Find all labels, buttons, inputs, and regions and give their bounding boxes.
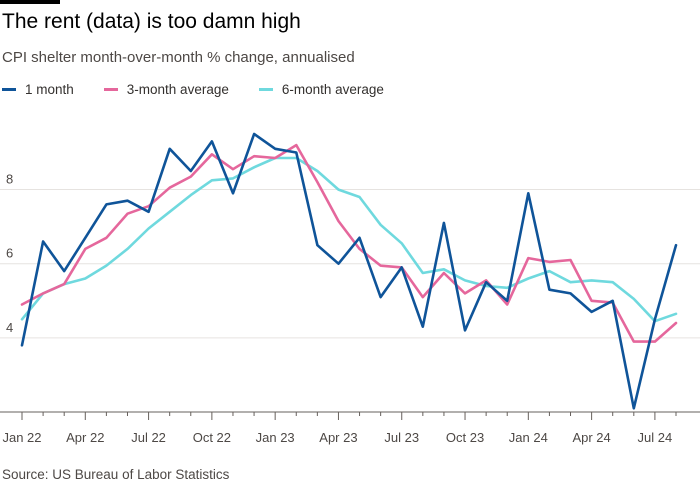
x-tick-label: Jan 24 bbox=[509, 430, 548, 445]
x-tick-label: Oct 23 bbox=[446, 430, 484, 445]
grid-lines bbox=[0, 190, 700, 338]
x-tick-label: Jan 22 bbox=[2, 430, 41, 445]
source-note: Source: US Bureau of Labor Statistics bbox=[2, 467, 229, 482]
x-tick-label: Apr 24 bbox=[572, 430, 610, 445]
series-line-6-month-average bbox=[22, 158, 676, 321]
series-line-3-month-average bbox=[22, 145, 676, 342]
x-tick-label: Jan 23 bbox=[256, 430, 295, 445]
x-tick-label: Apr 22 bbox=[66, 430, 104, 445]
series-line-1-month bbox=[22, 134, 676, 408]
x-axis bbox=[0, 412, 700, 420]
x-tick-label: Jul 22 bbox=[131, 430, 166, 445]
y-tick-label-4: 4 bbox=[6, 320, 13, 335]
y-tick-label-6: 6 bbox=[6, 246, 13, 261]
x-tick-label: Apr 23 bbox=[319, 430, 357, 445]
y-tick-label-8: 8 bbox=[6, 172, 13, 187]
x-tick-label: Jul 23 bbox=[384, 430, 419, 445]
x-tick-label: Jul 24 bbox=[638, 430, 673, 445]
x-tick-label: Oct 22 bbox=[193, 430, 231, 445]
series-lines bbox=[22, 134, 676, 408]
axis-labels: 4 6 8 Jan 22 Apr 22 Jul 22 Oct 22 Jan 23 Apr 23 J… bbox=[2, 172, 672, 445]
